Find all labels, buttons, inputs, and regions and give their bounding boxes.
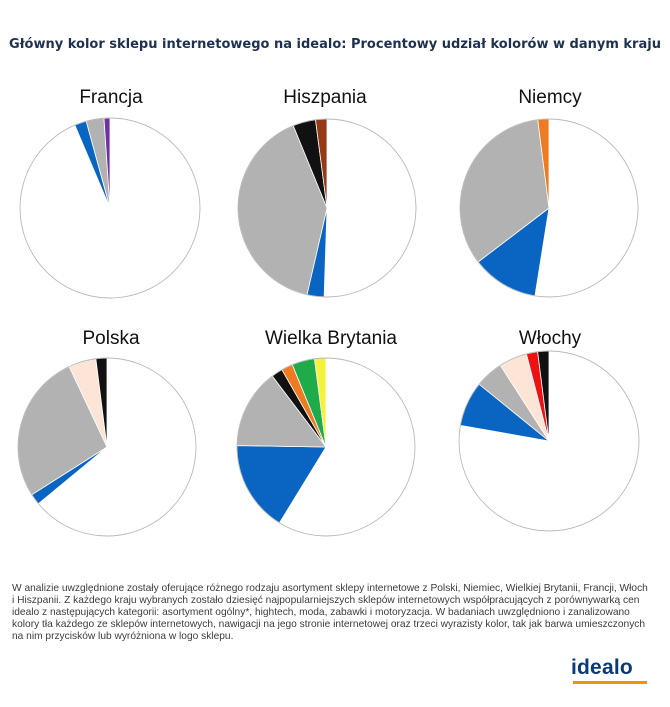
chart-title: Główny kolor sklepu internetowego na ide… xyxy=(9,37,661,52)
pie-title-wlochy: Włochy xyxy=(518,328,582,349)
pie-slice xyxy=(323,118,417,298)
pie-outline xyxy=(458,350,640,532)
logo-underline xyxy=(573,681,647,684)
pie-outline xyxy=(236,357,416,537)
pie-włochy xyxy=(458,350,640,532)
pie-title-francja: Francja xyxy=(79,87,143,108)
logo-text: idealo xyxy=(571,656,633,679)
pie-wielka-brytania xyxy=(236,357,416,537)
pie-niemcy xyxy=(459,118,639,298)
pie-hiszpania xyxy=(237,118,417,298)
pie-outline xyxy=(17,357,197,537)
pie-polska xyxy=(17,357,197,537)
pie-outline xyxy=(19,117,201,299)
pie-title-polska: Polska xyxy=(82,328,140,349)
idealo-logo: idealo xyxy=(571,656,651,690)
pie-title-hiszpania: Hiszpania xyxy=(283,87,367,108)
pie-outline xyxy=(459,118,639,298)
pie-slice xyxy=(534,118,639,298)
pie-outline xyxy=(237,118,417,298)
pie-title-wielka-brytania: Wielka Brytania xyxy=(265,328,397,349)
pie-title-niemcy: Niemcy xyxy=(518,87,582,108)
methodology-note: W analizie uwzględnione zostały oferując… xyxy=(12,583,648,642)
pie-francja xyxy=(19,117,201,299)
